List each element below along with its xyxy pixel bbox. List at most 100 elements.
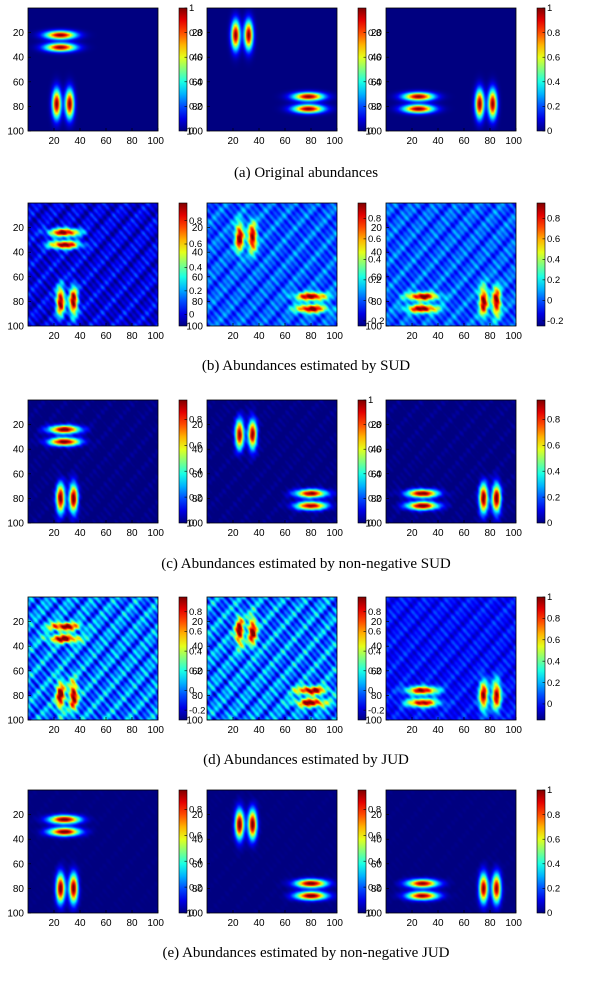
colorbar-tick-label: 0.8 xyxy=(547,28,560,39)
x-tick-label: 80 xyxy=(126,725,138,736)
x-tick-label: 100 xyxy=(505,528,522,539)
colorbar-tick-label: 0.4 xyxy=(189,646,202,657)
x-tick-label: 80 xyxy=(126,136,138,147)
x-tick-label: 40 xyxy=(253,918,265,929)
y-tick-label: 60 xyxy=(371,859,383,870)
x-tick-label: 20 xyxy=(406,136,418,147)
heatmap-image xyxy=(386,203,516,326)
colorbar-tick-label: -0.2 xyxy=(368,705,384,716)
x-tick-label: 100 xyxy=(147,136,164,147)
colorbar-tick-label: 0.2 xyxy=(189,666,202,677)
y-tick-label: 80 xyxy=(371,297,383,308)
colorbar-tick-label: 0.2 xyxy=(547,275,560,286)
colorbar-tick-label: 0.4 xyxy=(547,859,560,870)
y-tick-label: 40 xyxy=(192,835,204,846)
colorbar-tick-label: 0.2 xyxy=(368,102,381,113)
x-tick-label: 80 xyxy=(484,331,496,342)
x-tick-label: 80 xyxy=(305,725,317,736)
x-tick-label: 20 xyxy=(48,136,60,147)
colorbar xyxy=(178,596,188,721)
colorbar-tick-label: 0.8 xyxy=(547,810,560,821)
plot-frame xyxy=(206,7,338,132)
x-tick-label: 20 xyxy=(227,918,239,929)
caption-d: (d) Abundances estimated by JUD xyxy=(203,752,409,768)
x-tick-label: 60 xyxy=(279,528,291,539)
colorbar-tick-label: 0.2 xyxy=(189,882,202,893)
colorbar-tick-label: 0.8 xyxy=(547,614,560,625)
colorbar xyxy=(357,202,367,327)
colorbar-tick-label: 0 xyxy=(368,908,373,919)
x-tick-label: 80 xyxy=(305,136,317,147)
heatmap-image xyxy=(28,8,158,131)
y-tick-label: 20 xyxy=(371,420,383,431)
colorbar-tick-label: 0 xyxy=(189,518,194,529)
x-tick-label: 100 xyxy=(326,918,343,929)
x-tick-label: 20 xyxy=(406,918,418,929)
colorbar-tick-label: 0.6 xyxy=(547,52,560,63)
colorbar-tick-label: 0 xyxy=(189,908,194,919)
colorbar-tick-label: 0.2 xyxy=(368,882,381,893)
colorbar-tick-label: 0 xyxy=(189,126,194,137)
x-tick-label: 60 xyxy=(458,725,470,736)
plot-frame xyxy=(206,399,338,524)
colorbar xyxy=(536,202,546,327)
y-tick-label: 20 xyxy=(13,223,25,234)
colorbar-tick-label: 0.4 xyxy=(368,646,381,657)
x-tick-label: 80 xyxy=(126,918,138,929)
colorbar-tick-label: 0.6 xyxy=(368,831,381,842)
colorbar-tick-label: 0.4 xyxy=(189,77,202,88)
colorbar xyxy=(178,399,188,524)
plot-frame xyxy=(206,789,338,914)
plot-frame xyxy=(385,399,517,524)
x-tick-label: 20 xyxy=(406,528,418,539)
colorbar-tick-label: 0.4 xyxy=(189,263,202,274)
y-tick-label: 80 xyxy=(13,884,25,895)
y-tick-label: 20 xyxy=(13,28,25,39)
x-tick-label: 40 xyxy=(432,918,444,929)
y-tick-label: 100 xyxy=(365,519,382,530)
colorbar-tick-label: 0.2 xyxy=(189,492,202,503)
colorbar-tick-label: 0.2 xyxy=(368,666,381,677)
x-tick-label: 100 xyxy=(326,725,343,736)
x-tick-label: 40 xyxy=(253,331,265,342)
colorbar xyxy=(536,789,546,914)
colorbar-tick-label: 0.4 xyxy=(547,255,560,266)
colorbar xyxy=(536,399,546,524)
x-tick-label: 40 xyxy=(253,528,265,539)
colorbar-tick-label: 0.6 xyxy=(547,834,560,845)
x-tick-label: 60 xyxy=(458,331,470,342)
plot-frame xyxy=(206,202,338,327)
colorbar-tick-label: 0.4 xyxy=(368,469,381,480)
y-tick-label: 40 xyxy=(13,445,25,456)
colorbar-tick-label: 0.4 xyxy=(547,656,560,667)
x-tick-label: 40 xyxy=(432,331,444,342)
colorbar-tick-label: 0.2 xyxy=(189,286,202,297)
x-tick-label: 20 xyxy=(48,918,60,929)
y-tick-label: 80 xyxy=(192,102,204,113)
plot-frame xyxy=(385,7,517,132)
y-tick-label: 20 xyxy=(371,28,383,39)
y-tick-label: 100 xyxy=(186,127,203,138)
colorbar-tick-label: 0.6 xyxy=(189,831,202,842)
colorbar-tick-label: 1 xyxy=(368,395,373,406)
y-tick-label: 40 xyxy=(13,53,25,64)
x-tick-label: 60 xyxy=(458,918,470,929)
y-tick-label: 20 xyxy=(192,223,204,234)
y-tick-label: 40 xyxy=(371,835,383,846)
heatmap-image xyxy=(207,203,337,326)
colorbar-tick-label: 0.6 xyxy=(547,635,560,646)
y-tick-label: 100 xyxy=(186,519,203,530)
x-tick-label: 20 xyxy=(227,331,239,342)
y-tick-label: 80 xyxy=(371,884,383,895)
heatmap-image xyxy=(207,8,337,131)
colorbar-tick-label: 0.6 xyxy=(547,441,560,452)
heatmap-image xyxy=(28,597,158,720)
plot-frame xyxy=(385,596,517,721)
plot-frame xyxy=(385,789,517,914)
y-tick-label: 20 xyxy=(192,420,204,431)
y-tick-label: 60 xyxy=(192,859,204,870)
colorbar-tick-label: 0.8 xyxy=(547,214,560,225)
